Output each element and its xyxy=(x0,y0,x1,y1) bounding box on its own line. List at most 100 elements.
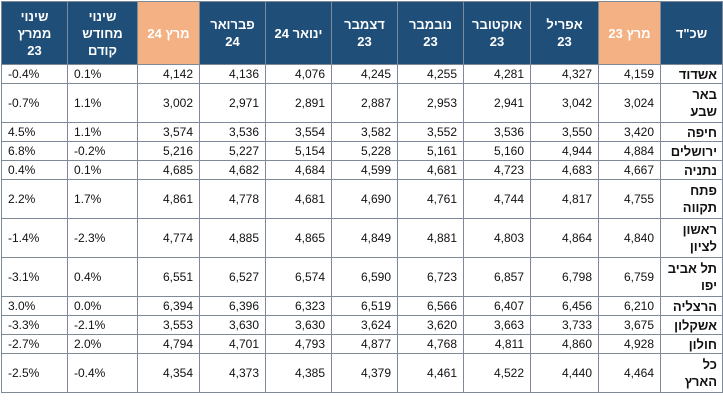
rent-value-cell: 5,160 xyxy=(463,141,531,161)
city-cell: חולון xyxy=(660,334,723,354)
rent-value-cell: 3,663 xyxy=(463,315,531,335)
rent-value: 4,599 xyxy=(360,163,391,177)
rent-value-cell: 4,681 xyxy=(265,179,332,219)
rent-value: 3,024 xyxy=(623,96,654,110)
rent-value: 3,552 xyxy=(426,125,457,139)
yoy-change: -3.3% xyxy=(8,318,40,332)
mom-change: 1.1% xyxy=(74,96,102,110)
rent-value-cell: 4,522 xyxy=(463,353,531,393)
rent-value-cell: 4,159 xyxy=(598,64,661,84)
rent-value-cell: 3,553 xyxy=(137,315,200,335)
rent-value: 4,768 xyxy=(426,337,457,351)
yoy-change-cell: -2.7% xyxy=(1,334,68,354)
mom-change: 1.1% xyxy=(74,125,102,139)
rent-value: 4,811 xyxy=(494,337,524,351)
table-row: אשקלון 3,675 3,733 3,663 3,620 3,624 3,630 3,63… xyxy=(1,315,723,335)
rent-value-cell: 4,811 xyxy=(463,334,531,354)
mom-change: 0.1% xyxy=(74,67,102,81)
rent-value: 6,723 xyxy=(426,270,457,284)
rent-value-cell: 4,885 xyxy=(199,218,266,258)
rent-value-cell: 4,281 xyxy=(463,64,531,84)
yoy-change-cell: -0.7% xyxy=(1,83,68,123)
yoy-change: 3.0% xyxy=(8,299,36,313)
yoy-change-cell: -3.1% xyxy=(1,257,68,297)
rent-value: 4,793 xyxy=(294,337,325,351)
rent-value: 6,519 xyxy=(360,299,391,313)
rent-value-cell: 4,840 xyxy=(598,218,661,258)
rent-value-cell: 6,456 xyxy=(530,296,599,316)
rent-value-cell: 4,864 xyxy=(530,218,599,258)
rent-value-cell: 4,461 xyxy=(397,353,464,393)
header-mar23: מרץ 23 xyxy=(598,1,661,65)
rent-value-cell: 3,582 xyxy=(331,122,398,142)
rent-value-cell: 4,774 xyxy=(137,218,200,258)
yoy-change: -2.5% xyxy=(8,366,40,380)
rent-value-cell: 6,551 xyxy=(137,257,200,297)
mom-change-cell: 1.1% xyxy=(67,83,138,123)
yoy-change: -0.7% xyxy=(8,96,40,110)
rent-value-cell: 6,394 xyxy=(137,296,200,316)
rent-value: 5,160 xyxy=(493,144,524,158)
rent-value-cell: 3,733 xyxy=(530,315,599,335)
rent-value: 6,210 xyxy=(623,299,654,313)
rent-value: 4,744 xyxy=(493,192,524,206)
table-row: נתניה 4,667 4,683 4,723 4,681 4,599 4,684 4,682… xyxy=(1,160,723,180)
rent-value-cell: 5,228 xyxy=(331,141,398,161)
mom-change: 0.1% xyxy=(74,163,102,177)
rent-value: 4,865 xyxy=(294,231,325,245)
rent-value-cell: 6,210 xyxy=(598,296,661,316)
rent-value: 4,885 xyxy=(228,231,259,245)
yoy-change-cell: -1.4% xyxy=(1,218,68,258)
rent-value-cell: 4,379 xyxy=(331,353,398,393)
rent-value: 6,323 xyxy=(294,299,325,313)
rent-value: 4,327 xyxy=(561,67,592,81)
rent-value: 6,456 xyxy=(561,299,592,313)
rent-value-cell: 3,574 xyxy=(137,122,200,142)
rent-value-cell: 4,142 xyxy=(137,64,200,84)
rent-value-cell: 6,590 xyxy=(331,257,398,297)
rent-value: 3,042 xyxy=(561,96,592,110)
yoy-change: -3.1% xyxy=(8,270,40,284)
rent-value-cell: 3,002 xyxy=(137,83,200,123)
yoy-change: 2.2% xyxy=(8,192,36,206)
table-row: חולון 4,928 4,860 4,811 4,768 4,877 4,793 4,701… xyxy=(1,334,723,354)
rent-value: 3,630 xyxy=(294,318,325,332)
rent-value: 6,407 xyxy=(493,299,524,313)
mom-change-cell: 0.4% xyxy=(67,257,138,297)
rent-value: 6,759 xyxy=(623,270,654,284)
rent-value-cell: 4,794 xyxy=(137,334,200,354)
rent-value: 3,554 xyxy=(294,125,325,139)
header-feb24: פברואר 24 xyxy=(199,1,266,65)
rent-value: 4,778 xyxy=(228,192,259,206)
yoy-change-cell: 2.2% xyxy=(1,179,68,219)
table-row: ירושלים 4,884 4,944 5,160 5,161 5,228 5,154 5,2… xyxy=(1,141,723,161)
yoy-change: -0.4% xyxy=(8,67,40,81)
rent-value-cell: 4,881 xyxy=(397,218,464,258)
rent-value: 3,663 xyxy=(493,318,524,332)
rent-value-cell: 4,861 xyxy=(137,179,200,219)
rent-value: 6,527 xyxy=(228,270,259,284)
rent-value-cell: 6,527 xyxy=(199,257,266,297)
city-cell: נתניה xyxy=(660,160,723,180)
yoy-change-cell: -3.3% xyxy=(1,315,68,335)
rent-value: 6,396 xyxy=(228,299,259,313)
rent-value-cell: 4,354 xyxy=(137,353,200,393)
rent-value: 3,582 xyxy=(360,125,391,139)
rent-value: 4,944 xyxy=(561,144,592,158)
header-dec23: דצמבר 23 xyxy=(331,1,398,65)
rent-value: 4,817 xyxy=(561,192,592,206)
rent-value: 4,136 xyxy=(228,67,259,81)
rent-value-cell: 3,630 xyxy=(199,315,266,335)
rent-value-cell: 4,599 xyxy=(331,160,398,180)
rent-value: 4,849 xyxy=(360,231,391,245)
yoy-change: 6.8% xyxy=(8,144,36,158)
rent-value-cell: 5,161 xyxy=(397,141,464,161)
rent-value: 4,683 xyxy=(561,163,592,177)
rent-value-cell: 4,755 xyxy=(598,179,661,219)
rent-value: 4,354 xyxy=(162,366,193,380)
rent-value: 6,566 xyxy=(426,299,457,313)
city-cell: פתח תקווה xyxy=(660,179,723,219)
rent-value-cell: 4,685 xyxy=(137,160,200,180)
mom-change-cell: 1.1% xyxy=(67,122,138,142)
rent-value-cell: 4,928 xyxy=(598,334,661,354)
